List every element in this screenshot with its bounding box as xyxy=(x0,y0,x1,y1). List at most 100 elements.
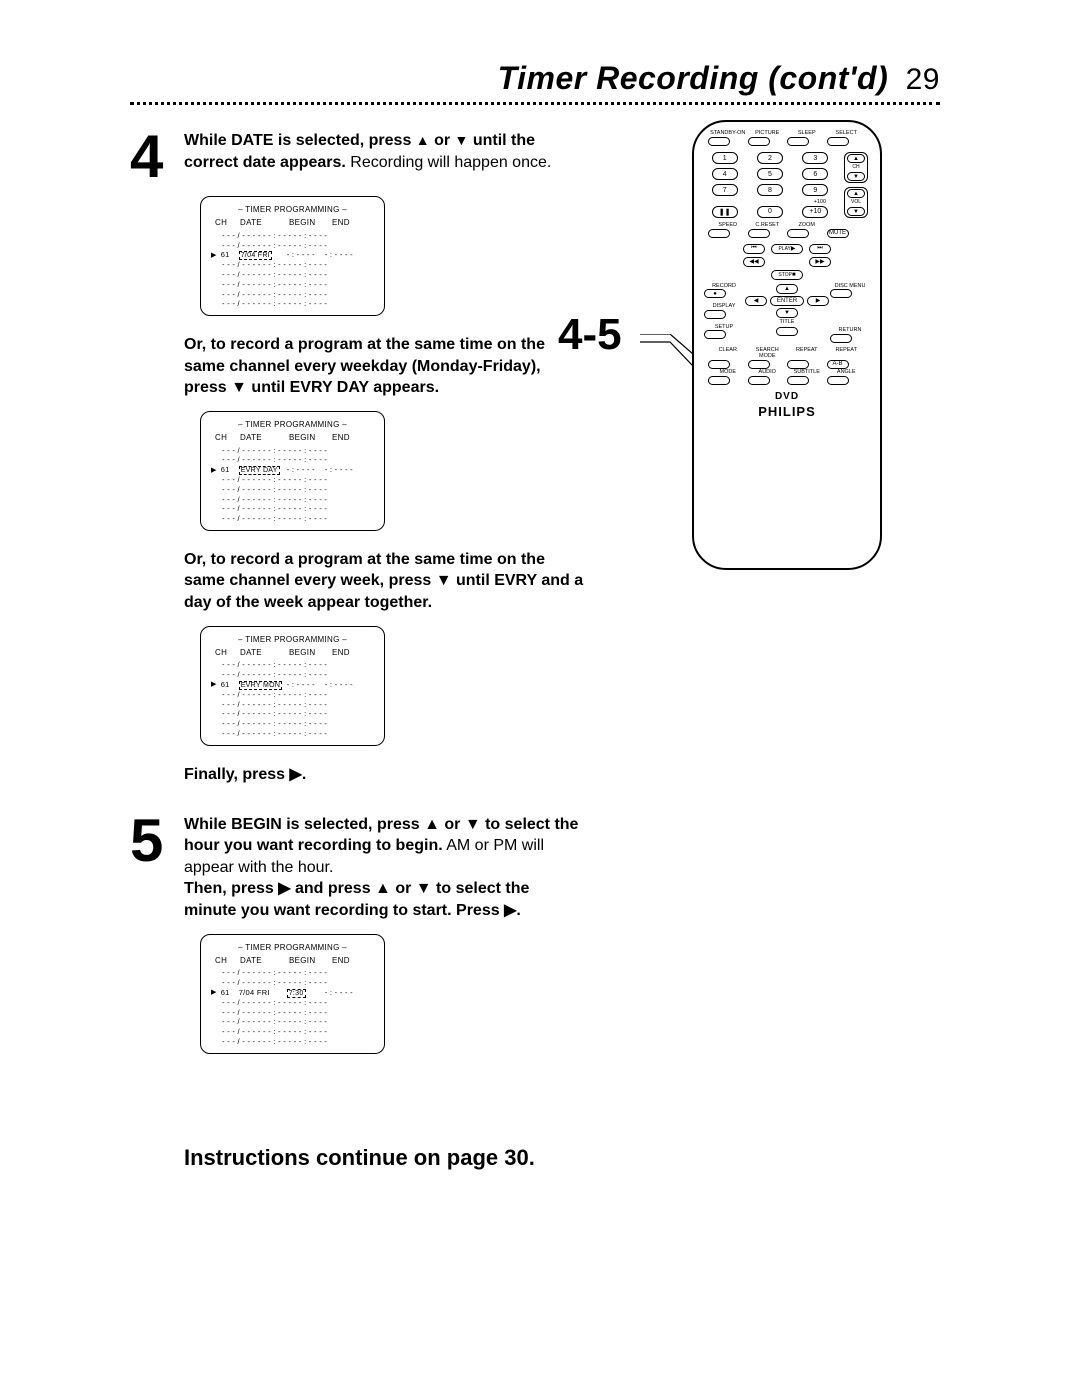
ch-down-button[interactable] xyxy=(847,172,865,181)
dpad-up-button[interactable] xyxy=(776,284,798,294)
enter-button[interactable]: ENTER xyxy=(770,296,804,306)
tb-row: - - - / - - - - - - : - - - - - : - - - … xyxy=(211,1037,374,1047)
step4-plain: Recording will happen once. xyxy=(346,154,551,171)
creset-button[interactable] xyxy=(748,229,770,238)
lbl-clear: CLEAR xyxy=(708,347,748,359)
highlight-date: EVRY DAY xyxy=(239,466,280,475)
zoom-button[interactable] xyxy=(787,229,809,238)
dpad-right-button[interactable]: ▶ xyxy=(807,296,829,306)
dpad-left-button[interactable]: ◀ xyxy=(745,296,767,306)
mute-button[interactable]: MUTE xyxy=(827,229,849,238)
highlight-begin: 7:30 xyxy=(287,989,306,998)
num-9[interactable]: 9 xyxy=(802,184,828,196)
blank: - - - / - - - - - - : - - - - - : - - - … xyxy=(222,968,327,978)
lbl-display: DISPLAY xyxy=(704,304,744,310)
angle-button[interactable] xyxy=(827,376,849,385)
remote-body: STANDBY-ON PICTURE SLEEP SELECT 123 456 … xyxy=(692,120,882,570)
standby-button[interactable] xyxy=(708,137,730,146)
clear-button[interactable] xyxy=(708,360,730,369)
discmenu-button[interactable] xyxy=(830,289,852,298)
audio-button[interactable] xyxy=(748,376,770,385)
tb-row: - - - / - - - - - - : - - - - - : - - - … xyxy=(211,270,374,280)
dpad-down-button[interactable] xyxy=(776,308,798,318)
tb-row: - - - / - - - - - - : - - - - - : - - - … xyxy=(211,446,374,456)
active-ch: 61 xyxy=(221,465,237,475)
hdr-begin: BEGIN xyxy=(289,956,325,966)
tb-row: - - - / - - - - - - : - - - - - : - - - … xyxy=(211,514,374,524)
ch-rocker: CH xyxy=(844,152,868,183)
stop-lbl: STOP xyxy=(778,272,792,278)
subtitle-button[interactable] xyxy=(787,376,809,385)
blank: - - - / - - - - - - : - - - - - : - - - … xyxy=(222,485,327,495)
lbl-search: SEARCH MODE xyxy=(748,347,788,359)
timer-title: – TIMER PROGRAMMING – xyxy=(211,420,374,430)
num-7[interactable]: 7 xyxy=(712,184,738,196)
mode-button[interactable] xyxy=(708,376,730,385)
blank: - - - / - - - - - - : - - - - - : - - - … xyxy=(222,299,327,309)
timer-headers: CH DATE BEGIN END xyxy=(211,956,374,966)
remote-top-labels: STANDBY-ON PICTURE SLEEP SELECT xyxy=(704,130,870,136)
active-ch: 61 xyxy=(221,680,237,690)
title-button[interactable] xyxy=(776,327,798,336)
stop-button[interactable]: STOP ■ xyxy=(771,270,803,280)
highlight-date: 7/04 FRI xyxy=(239,251,272,260)
skip-next-button[interactable]: ⏭ xyxy=(809,244,831,254)
timer-headers: CH DATE BEGIN END xyxy=(211,433,374,443)
setup-button[interactable] xyxy=(704,330,726,339)
num-0[interactable]: 0 xyxy=(757,206,783,218)
speed-button[interactable] xyxy=(708,229,730,238)
picture-button[interactable] xyxy=(748,137,770,146)
tb-row: - - - / - - - - - - : - - - - - : - - - … xyxy=(211,241,374,251)
blank: - - - / - - - - - - : - - - - - : - - - … xyxy=(222,660,327,670)
play-button[interactable]: PLAY ▶ xyxy=(771,244,803,254)
plus10-button[interactable]: +10 xyxy=(802,206,828,218)
display-button[interactable] xyxy=(704,310,726,319)
tb-row: - - - / - - - - - - : - - - - - : - - - … xyxy=(211,299,374,309)
blank: - - - / - - - - - - : - - - - - : - - - … xyxy=(222,270,327,280)
blank: - - - / - - - - - - : - - - - - : - - - … xyxy=(222,446,327,456)
num-6[interactable]: 6 xyxy=(802,168,828,180)
tb-row: - - - / - - - - - - : - - - - - : - - - … xyxy=(211,719,374,729)
timer-title: – TIMER PROGRAMMING – xyxy=(211,943,374,953)
c3: - : - - - - xyxy=(287,465,323,475)
record-button[interactable]: ● xyxy=(704,289,726,298)
skip-prev-button[interactable]: ⏮ xyxy=(743,244,765,254)
c4: - : - - - - xyxy=(325,680,361,690)
blank: - - - / - - - - - - : - - - - - : - - - … xyxy=(222,280,327,290)
pause-button[interactable]: ❚❚ xyxy=(712,206,738,218)
rew-button[interactable]: ◀◀ xyxy=(743,257,765,267)
ch-up-button[interactable] xyxy=(847,154,865,163)
repeat-button[interactable] xyxy=(787,360,809,369)
return-button[interactable] xyxy=(830,334,852,343)
row-labels-1: SPEED C.RESET ZOOM xyxy=(704,222,870,228)
vol-up-button[interactable] xyxy=(847,189,865,198)
num-5[interactable]: 5 xyxy=(757,168,783,180)
ab-button[interactable]: A-B xyxy=(827,360,849,369)
num-2[interactable]: 2 xyxy=(757,152,783,164)
step4-para3: Or, to record a program at the same time… xyxy=(184,549,584,614)
tb-row: - - - / - - - - - - : - - - - - : - - - … xyxy=(211,690,374,700)
blank: - - - / - - - - - - : - - - - - : - - - … xyxy=(222,700,327,710)
num-1[interactable]: 1 xyxy=(712,152,738,164)
tb-row-active: 61 7/04 FRI - : - - - - - : - - - - xyxy=(211,250,374,260)
num-4[interactable]: 4 xyxy=(712,168,738,180)
para3-text: Or, to record a program at the same time… xyxy=(184,551,583,611)
hdr-end: END xyxy=(332,648,360,658)
hdr-ch: CH xyxy=(215,218,233,228)
search-button[interactable] xyxy=(748,360,770,369)
vol-down-button[interactable] xyxy=(847,207,865,216)
num-3[interactable]: 3 xyxy=(802,152,828,164)
tb-row: - - - / - - - - - - : - - - - - : - - - … xyxy=(211,660,374,670)
hdr-end: END xyxy=(332,218,360,228)
ffw-button[interactable]: ▶▶ xyxy=(809,257,831,267)
select-button[interactable] xyxy=(827,137,849,146)
tb-row: - - - / - - - - - - : - - - - - : - - - … xyxy=(211,290,374,300)
num-8[interactable]: 8 xyxy=(757,184,783,196)
row-buttons-2: A-B xyxy=(704,360,870,369)
sleep-button[interactable] xyxy=(787,137,809,146)
hdr-date: DATE xyxy=(240,433,282,443)
lbl-title: TITLE xyxy=(780,320,795,326)
lbl-empty xyxy=(827,222,867,228)
lbl-audio: AUDIO xyxy=(748,369,788,375)
row-buttons-3 xyxy=(704,376,870,385)
